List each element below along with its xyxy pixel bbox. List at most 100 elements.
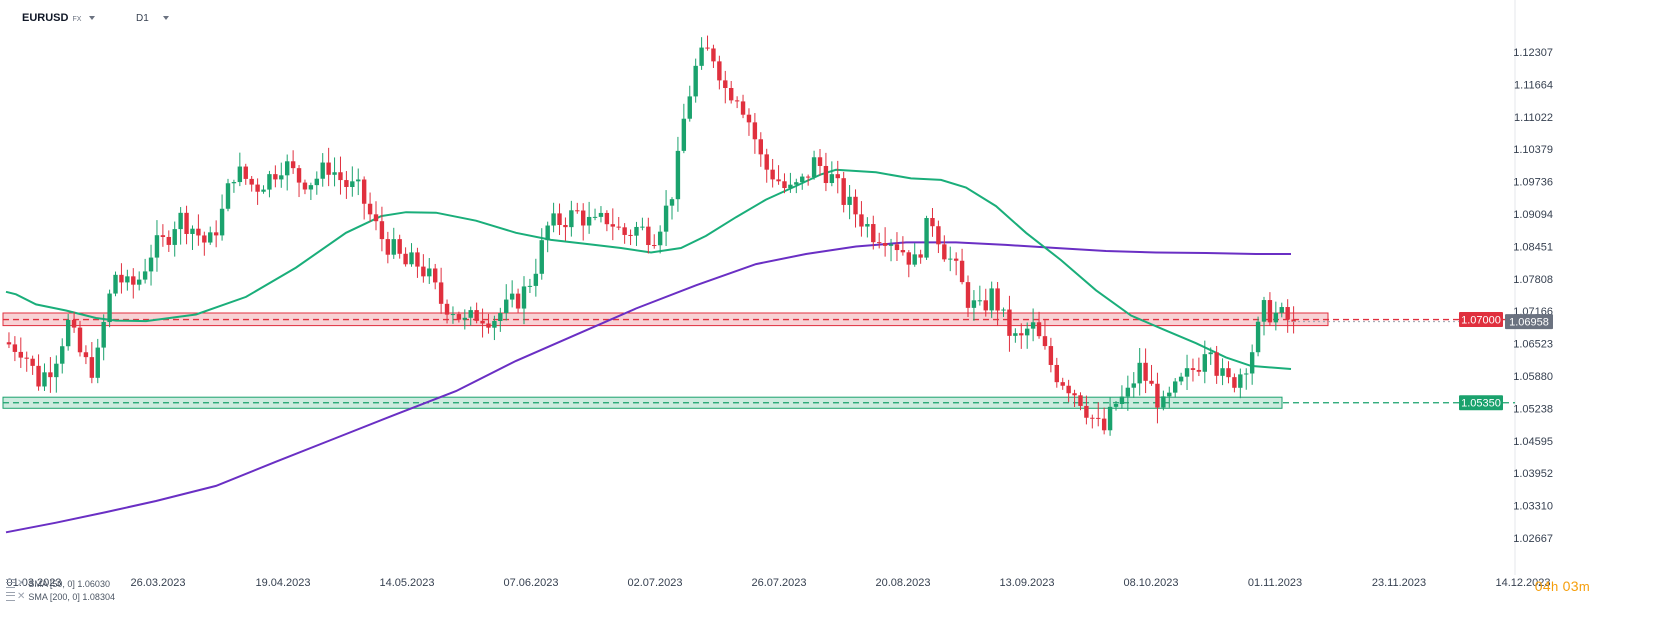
candle	[1214, 345, 1219, 384]
candle-body	[569, 210, 574, 228]
candle	[77, 320, 83, 357]
candle-body	[231, 182, 237, 184]
candle	[65, 314, 71, 351]
candle	[1291, 306, 1296, 334]
candle	[290, 150, 296, 174]
candle	[1084, 395, 1089, 425]
candle-body	[794, 182, 799, 185]
candle	[1019, 323, 1024, 349]
candle-body	[95, 347, 100, 378]
candle	[468, 306, 473, 326]
price-label-bg	[1459, 312, 1503, 328]
candle	[971, 290, 977, 321]
candle	[1125, 375, 1131, 411]
candle-body	[545, 225, 550, 241]
candle	[1025, 322, 1030, 349]
candle-body	[746, 114, 752, 123]
candle-body	[279, 175, 284, 180]
candle-body	[509, 293, 515, 300]
candle	[581, 203, 586, 241]
candle	[1261, 296, 1267, 336]
candle	[350, 166, 355, 197]
candles	[6, 35, 1296, 436]
candle-body	[983, 300, 988, 311]
candle	[255, 178, 260, 205]
candle	[427, 258, 432, 284]
candle	[456, 311, 462, 323]
candle-body	[1007, 309, 1012, 336]
x-tick-label: 14.05.2023	[379, 577, 434, 589]
candle	[533, 258, 539, 297]
candle	[279, 162, 284, 188]
candle-body	[1013, 333, 1018, 336]
candle	[18, 337, 23, 368]
candle	[119, 263, 124, 294]
y-tick-label: 1.11022	[1514, 112, 1553, 124]
candle-body	[776, 179, 781, 182]
candle-body	[1107, 406, 1113, 431]
candle	[729, 81, 734, 104]
x-tick-label: 26.03.2023	[130, 577, 185, 589]
candle-body	[817, 157, 823, 166]
remove-indicator-icon[interactable]: ✕	[17, 578, 26, 589]
candle-body	[752, 122, 758, 140]
candle-body	[930, 218, 935, 227]
indicator-settings-icon[interactable]	[6, 579, 15, 588]
candle	[113, 271, 118, 297]
candle	[877, 232, 882, 249]
candle-body	[515, 293, 521, 309]
remove-indicator-icon[interactable]: ✕	[17, 591, 26, 602]
candle	[403, 247, 408, 267]
candle	[835, 160, 840, 194]
candle-body	[1220, 368, 1225, 376]
candle	[208, 226, 213, 245]
candle-body	[1155, 383, 1160, 408]
x-tick-label: 26.07.2023	[751, 577, 806, 589]
candle	[166, 230, 171, 252]
symbol-dropdown-chevron-icon[interactable]	[89, 16, 96, 20]
candle	[273, 165, 278, 188]
candle-body	[142, 271, 148, 280]
candle	[202, 231, 207, 256]
candle	[480, 308, 485, 338]
indicator-settings-icon[interactable]	[6, 592, 15, 601]
candle	[1244, 368, 1249, 390]
candle-body	[1131, 383, 1136, 388]
candle	[1238, 368, 1243, 399]
candle-body	[711, 48, 716, 62]
candle	[515, 288, 521, 313]
candle	[882, 227, 888, 257]
candle-body	[54, 363, 59, 378]
candle-body	[178, 212, 183, 230]
candle	[948, 246, 953, 272]
y-tick-label: 1.09736	[1513, 177, 1553, 189]
candle-body	[344, 180, 349, 187]
candle	[1072, 389, 1077, 408]
candle-body	[1273, 312, 1279, 323]
y-tick-label: 1.02667	[1513, 533, 1553, 545]
x-tick-label: 02.07.2023	[627, 577, 682, 589]
timeframe-selector[interactable]: D1	[136, 9, 169, 27]
candle-body	[148, 257, 154, 272]
candle-body	[965, 282, 971, 308]
timeframe-dropdown-chevron-icon[interactable]	[162, 16, 169, 20]
candle-body	[604, 212, 610, 225]
candle	[770, 158, 775, 188]
candle	[592, 208, 598, 221]
candle	[598, 206, 604, 223]
x-tick-label: 20.08.2023	[875, 577, 930, 589]
candle-body	[1084, 405, 1089, 418]
candle-body	[888, 244, 894, 246]
x-tick-label: 07.06.2023	[503, 577, 558, 589]
candle	[604, 210, 610, 232]
candle-body	[18, 351, 23, 358]
candle-body	[1113, 403, 1119, 407]
candle	[101, 314, 106, 361]
candle	[705, 35, 710, 51]
symbol-selector[interactable]: EURUSD FX	[22, 9, 96, 27]
candle	[486, 313, 491, 334]
x-tick-label: 14.12.2023	[1495, 577, 1550, 589]
candle-body	[60, 346, 65, 364]
candle-body	[125, 276, 130, 283]
